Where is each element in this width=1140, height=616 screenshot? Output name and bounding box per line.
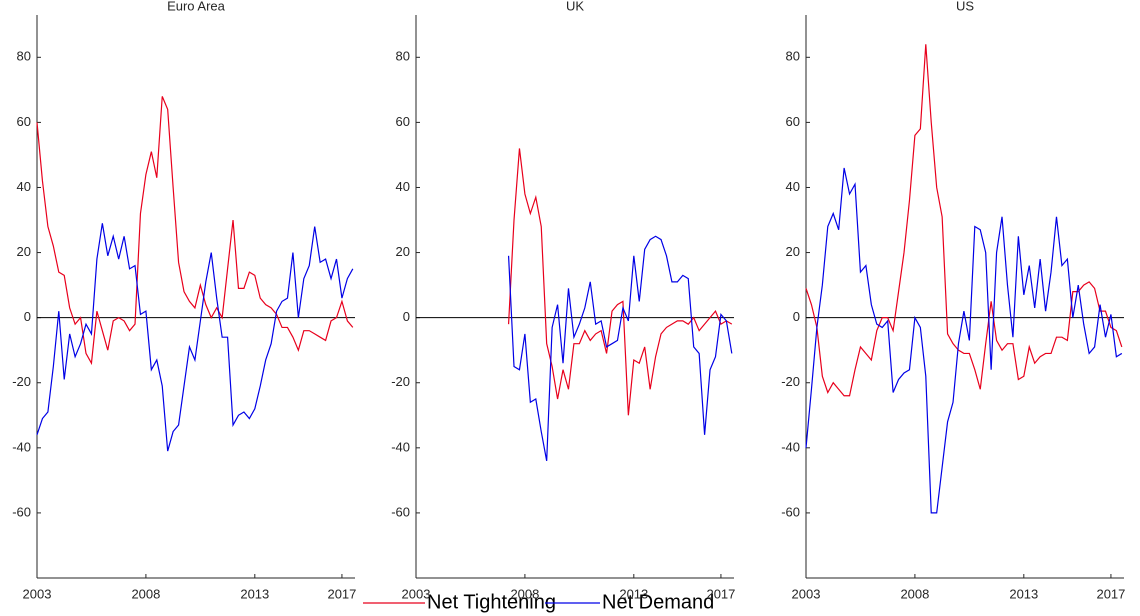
chart-title: US — [956, 0, 974, 13]
x-tick-label: 2003 — [402, 586, 431, 601]
y-tick-label: 40 — [17, 179, 31, 194]
y-tick-label: -40 — [391, 439, 410, 454]
y-tick-label: 80 — [786, 49, 800, 64]
y-tick-label: 80 — [396, 49, 410, 64]
x-tick-label: 2013 — [619, 586, 648, 601]
y-tick-label: 40 — [786, 179, 800, 194]
y-tick-label: 20 — [786, 244, 800, 259]
chart-title: Euro Area — [167, 0, 226, 13]
series-line — [36, 96, 354, 366]
x-tick-label: 2003 — [792, 586, 821, 601]
x-tick-label: 2008 — [900, 586, 929, 601]
series-line — [507, 148, 733, 416]
y-tick-label: 20 — [396, 244, 410, 259]
y-tick-label: -20 — [12, 374, 31, 389]
y-tick-label: -40 — [781, 439, 800, 454]
legend-label: Net Demand — [602, 591, 714, 613]
series-line — [36, 223, 354, 452]
series-line — [805, 167, 1123, 514]
y-tick-label: 60 — [396, 114, 410, 129]
x-tick-label: 2017 — [1096, 586, 1125, 601]
chart-title: UK — [566, 0, 584, 13]
x-tick-label: 2008 — [131, 586, 160, 601]
y-tick-label: -20 — [781, 374, 800, 389]
x-tick-label: 2003 — [23, 586, 52, 601]
x-tick-label: 2013 — [240, 586, 269, 601]
x-tick-label: 2017 — [327, 586, 356, 601]
legend-label: Net Tightening — [427, 591, 556, 613]
y-tick-label: -40 — [12, 439, 31, 454]
x-tick-label: 2008 — [510, 586, 539, 601]
y-tick-label: 40 — [396, 179, 410, 194]
x-tick-label: 2017 — [706, 586, 735, 601]
y-tick-label: 80 — [17, 49, 31, 64]
x-tick-label: 2013 — [1009, 586, 1038, 601]
series-line — [805, 44, 1123, 397]
legend: Net Tightening Net Demand — [363, 591, 714, 613]
series-line — [507, 235, 733, 461]
y-tick-label: -60 — [12, 504, 31, 519]
y-tick-label: 20 — [17, 244, 31, 259]
y-tick-label: 60 — [17, 114, 31, 129]
y-tick-label: 0 — [403, 309, 410, 324]
y-tick-label: 60 — [786, 114, 800, 129]
y-tick-label: -20 — [391, 374, 410, 389]
y-tick-label: 0 — [24, 309, 31, 324]
y-tick-label: -60 — [781, 504, 800, 519]
y-tick-label: -60 — [391, 504, 410, 519]
y-tick-label: 0 — [793, 309, 800, 324]
